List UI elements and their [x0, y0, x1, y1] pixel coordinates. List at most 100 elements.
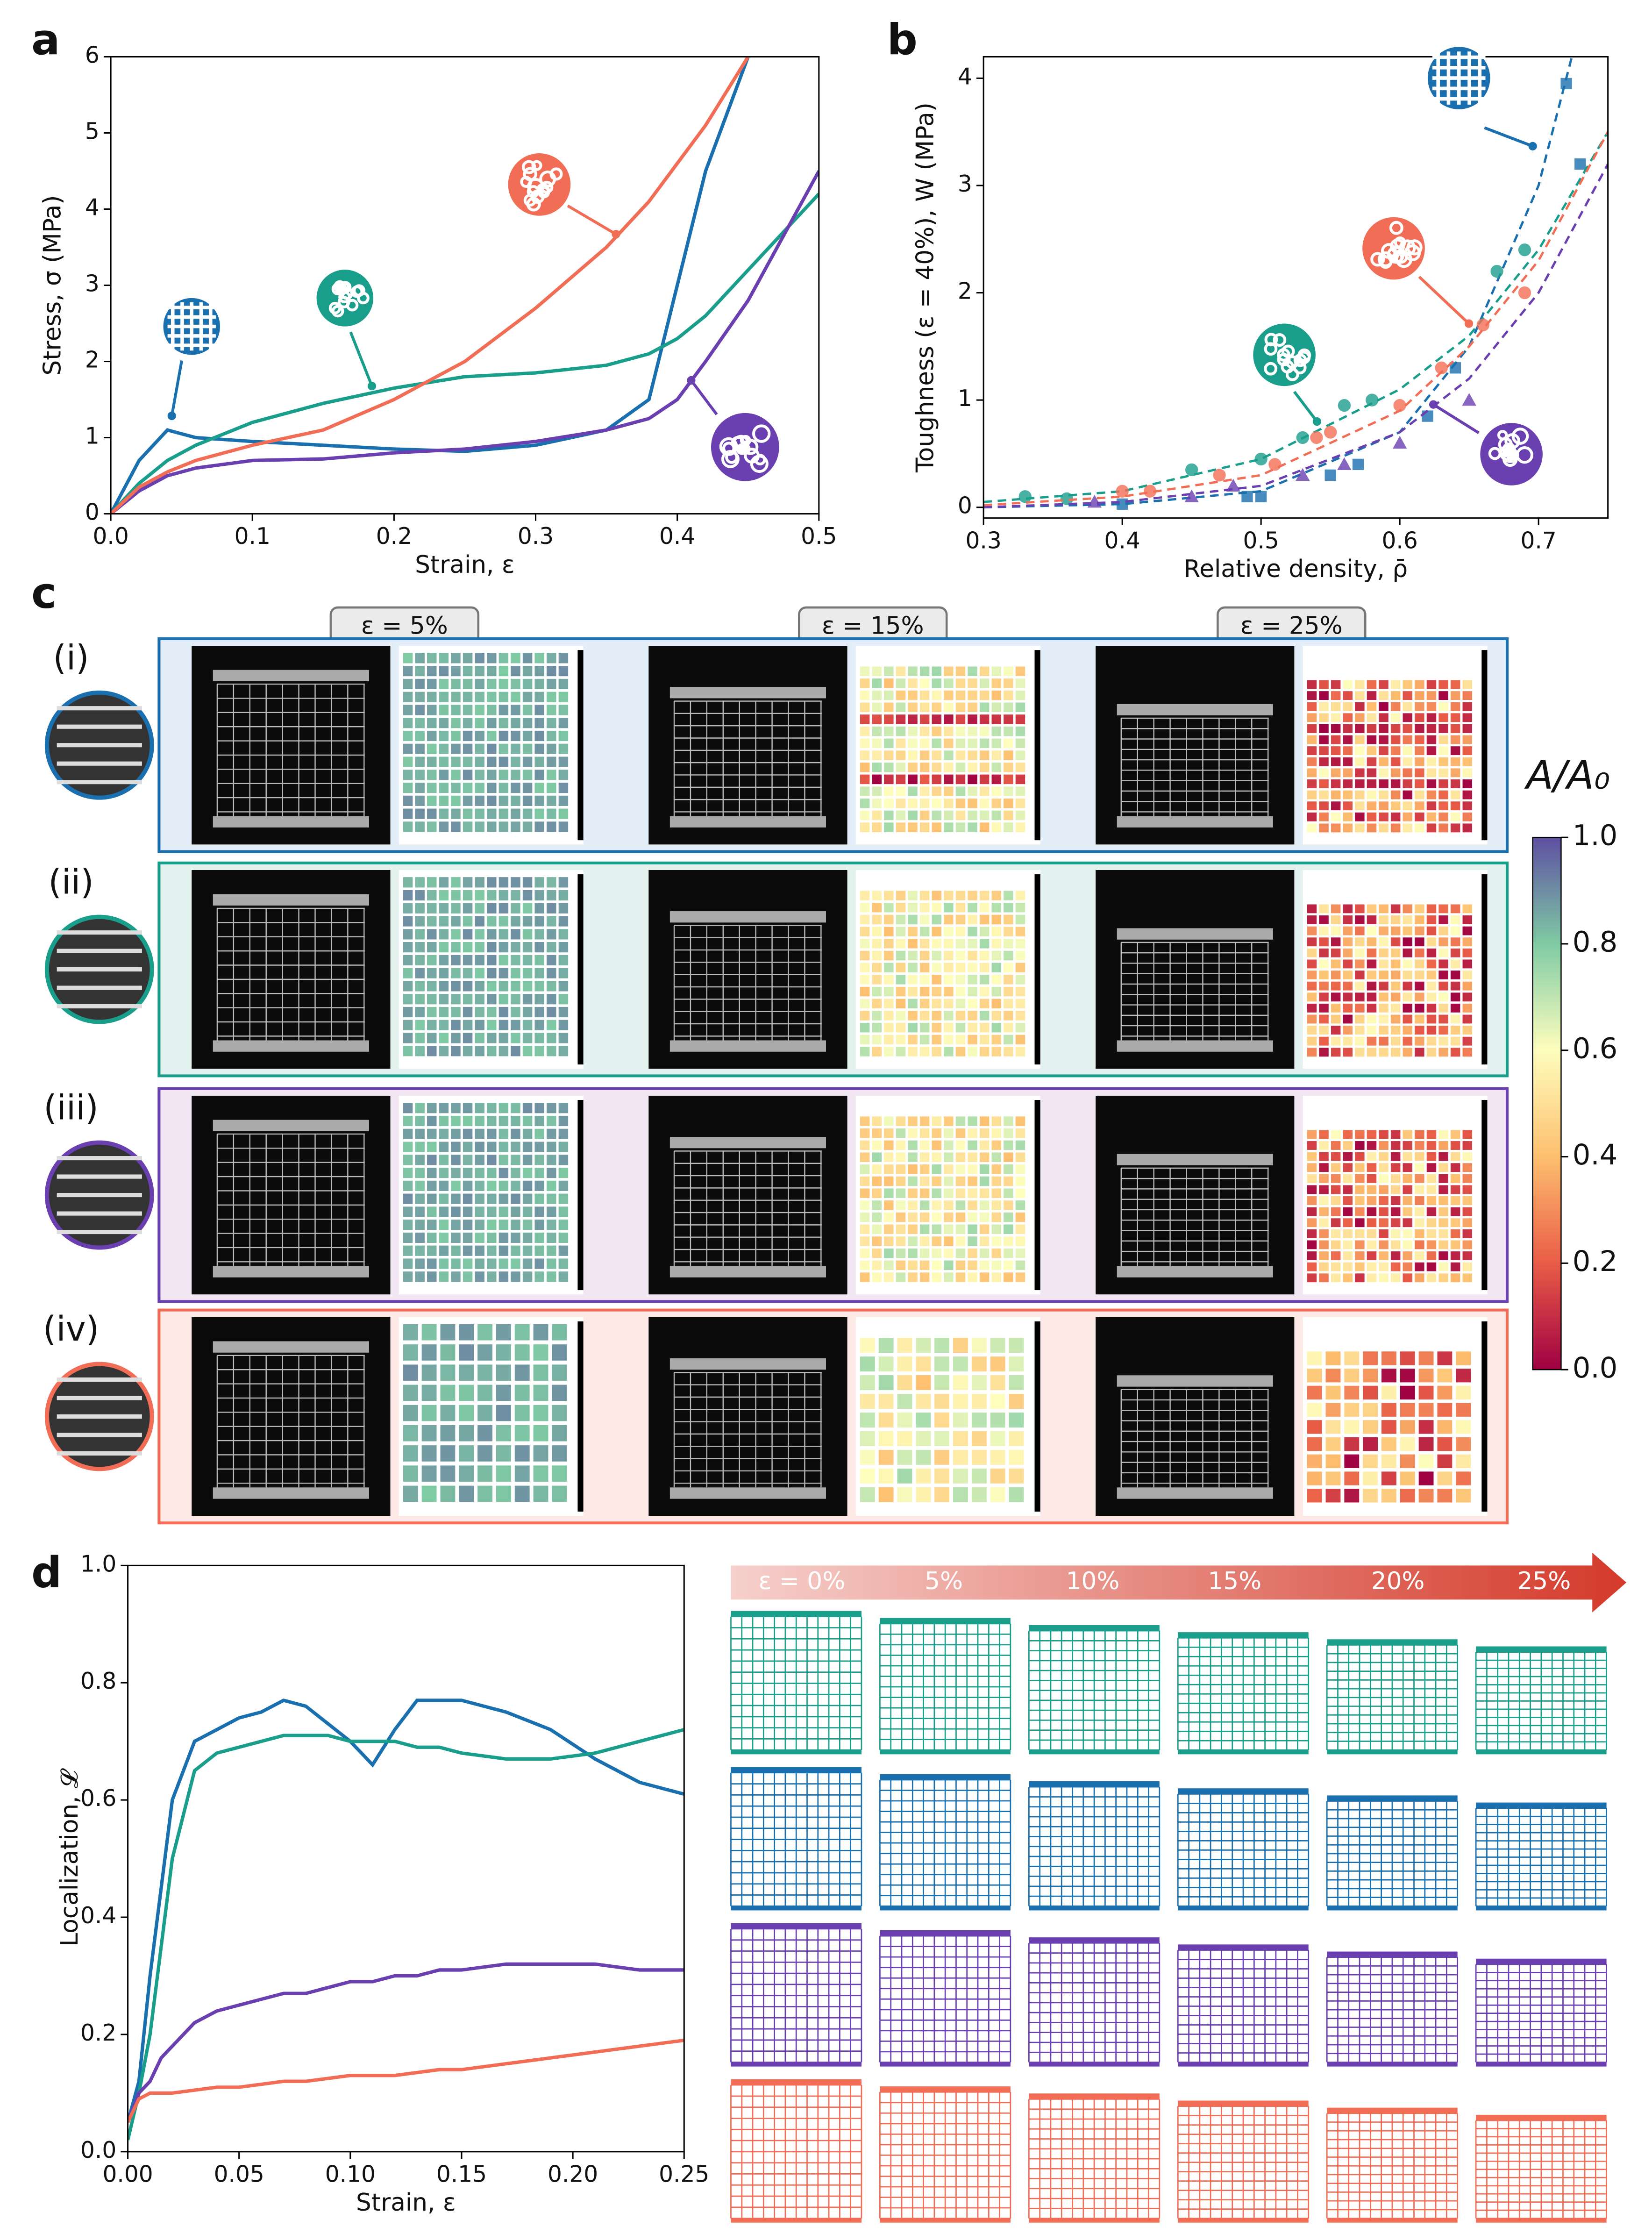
y-tick-label: 3: [958, 171, 972, 197]
map-cell: [860, 914, 870, 925]
map-cell: [991, 1224, 1001, 1235]
map-cell: [558, 757, 569, 767]
map-cell: [979, 750, 990, 760]
map-cell: [533, 1344, 548, 1361]
map-cell: [955, 986, 966, 997]
map-cell: [427, 705, 437, 715]
map-cell: [511, 1180, 520, 1191]
map-cell: [415, 666, 425, 677]
map-cell: [511, 757, 520, 767]
map-cell: [1004, 939, 1013, 949]
map-cell: [1355, 713, 1365, 722]
lattice-plate: [731, 1923, 862, 1929]
map-cell: [1015, 1047, 1025, 1056]
map-cell: [1462, 801, 1473, 811]
map-cell: [896, 939, 906, 949]
map-cell: [1456, 1454, 1471, 1468]
map-cell: [475, 1271, 484, 1282]
icon-cell: [1389, 221, 1403, 235]
map-cell: [932, 963, 941, 973]
map-cell: [558, 890, 569, 901]
map-cell: [511, 1271, 520, 1282]
map-cell: [979, 810, 990, 821]
map-cell: [1344, 1471, 1360, 1485]
map-cell: [1403, 1240, 1413, 1249]
map-cell: [1009, 1338, 1024, 1353]
map-cell: [403, 1465, 418, 1482]
map-cell: [415, 692, 425, 702]
map-cell: [1331, 1251, 1341, 1260]
map-cell: [872, 1188, 882, 1198]
map-cell: [534, 1206, 544, 1217]
map-cell: [534, 942, 544, 953]
map-cell: [534, 1220, 544, 1230]
photo-platen: [1117, 1040, 1273, 1052]
map-cell: [439, 1206, 449, 1217]
map-cell: [403, 1445, 418, 1462]
map-cell: [1390, 1273, 1401, 1283]
map-cell: [872, 950, 882, 961]
map-cell: [944, 1248, 954, 1258]
map-cell: [1015, 891, 1025, 900]
map-cell: [884, 1236, 894, 1246]
map-cell: [522, 1128, 533, 1139]
map-cell: [459, 1485, 474, 1502]
map-cell: [896, 1164, 906, 1174]
map-cell: [1015, 726, 1025, 736]
map-cell: [1450, 823, 1460, 833]
icon-cell: [721, 450, 740, 468]
map-cell: [1462, 1240, 1473, 1249]
map-cell: [1343, 1003, 1353, 1013]
map-cell: [872, 914, 882, 925]
map-cell: [908, 1188, 918, 1198]
map-cell: [979, 939, 990, 949]
map-cell: [1343, 691, 1353, 700]
map-cell: [487, 968, 497, 978]
map-cell: [955, 678, 966, 688]
y-axis-label: Toughness (ε = 40%), W (MPa): [911, 102, 940, 473]
map-cell: [439, 1232, 449, 1243]
map-cell: [884, 714, 894, 724]
map-cell: [475, 1206, 484, 1217]
map-cell: [415, 808, 425, 819]
map-cell: [547, 1128, 556, 1139]
map-cell: [1331, 1048, 1341, 1057]
map-cell: [547, 795, 556, 806]
map-cell: [439, 942, 449, 953]
map-cell: [487, 743, 497, 754]
map-cell: [968, 1272, 977, 1282]
map-cell: [522, 1258, 533, 1269]
map-cell: [1450, 1174, 1460, 1183]
plot: 0.00 0.05 0.10 0.15 0.20 0.250.00.20.40.60.81…: [56, 1551, 709, 2217]
map-cell: [955, 914, 966, 925]
map-cell: [932, 903, 941, 913]
map-cell: [908, 1272, 918, 1282]
map-cell: [872, 1140, 882, 1150]
map-cell: [439, 968, 449, 978]
map-cell: [1015, 903, 1025, 913]
map-cell: [451, 730, 461, 742]
map-cell: [1462, 757, 1473, 766]
deformed-lattice: [730, 1923, 862, 2067]
map-cell: [896, 963, 906, 973]
map-cell: [1331, 746, 1341, 756]
map-cell: [991, 786, 1001, 796]
map-cell: [522, 929, 533, 940]
map-cell: [498, 1142, 509, 1152]
map-cell: [944, 702, 954, 713]
line: [128, 2038, 684, 2123]
x-tick-label: 0.3: [518, 523, 554, 550]
map-cell: [919, 822, 930, 832]
map-cell: [533, 1324, 548, 1341]
map-cell: [1307, 702, 1317, 711]
map-cell: [1426, 904, 1437, 914]
map-cell: [415, 1115, 425, 1127]
map-cell: [427, 653, 437, 664]
map-cell: [1015, 1200, 1025, 1210]
map-cell: [522, 692, 533, 702]
colorbar-tick-label: 0.4: [1573, 1139, 1618, 1171]
map-cell: [1307, 1229, 1317, 1238]
map-cell: [908, 1212, 918, 1222]
map-cell: [403, 1232, 413, 1243]
point: [1087, 495, 1102, 508]
